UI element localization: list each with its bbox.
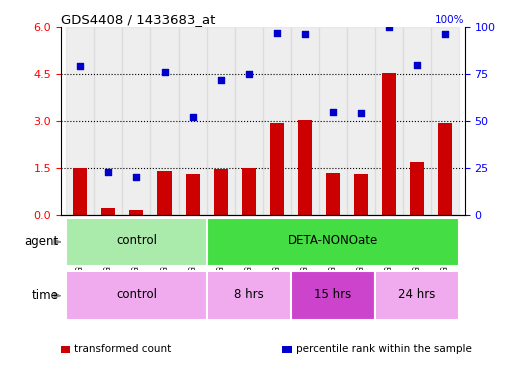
Bar <box>326 173 340 215</box>
Bar <box>101 208 116 215</box>
Text: percentile rank within the sample: percentile rank within the sample <box>296 344 472 354</box>
Bar <box>206 27 234 215</box>
Bar <box>129 210 144 215</box>
Point <box>76 63 84 70</box>
Text: control: control <box>116 288 157 301</box>
Bar <box>122 27 150 215</box>
Point <box>356 110 365 116</box>
Point <box>300 31 309 38</box>
Text: 8 hrs: 8 hrs <box>234 288 263 301</box>
Bar <box>67 218 206 266</box>
Bar <box>214 169 228 215</box>
Text: time: time <box>31 289 58 302</box>
Bar <box>382 73 396 215</box>
Point <box>413 61 421 68</box>
Bar <box>291 271 375 320</box>
Point <box>132 174 140 180</box>
Point <box>244 71 253 77</box>
Bar <box>410 162 424 215</box>
Point <box>104 169 112 175</box>
Bar <box>67 271 206 320</box>
Bar <box>157 171 172 215</box>
Text: agent: agent <box>24 235 58 248</box>
Bar <box>347 27 375 215</box>
Point <box>216 76 225 83</box>
Bar <box>242 168 256 215</box>
Bar <box>206 218 459 266</box>
Bar <box>150 27 178 215</box>
Bar <box>403 27 431 215</box>
Text: 100%: 100% <box>435 15 465 25</box>
Bar <box>178 27 206 215</box>
Bar <box>291 27 319 215</box>
Text: transformed count: transformed count <box>74 344 172 354</box>
Bar <box>375 271 459 320</box>
Bar <box>185 174 200 215</box>
Point <box>161 69 169 75</box>
Text: control: control <box>116 234 157 247</box>
Bar <box>438 123 452 215</box>
Text: DETA-NONOate: DETA-NONOate <box>288 234 378 247</box>
Point <box>272 30 281 36</box>
Text: GDS4408 / 1433683_at: GDS4408 / 1433683_at <box>61 13 215 26</box>
Bar <box>431 27 459 215</box>
Text: 15 hrs: 15 hrs <box>314 288 352 301</box>
Point <box>328 109 337 115</box>
Bar <box>234 27 263 215</box>
Point <box>385 24 393 30</box>
Bar <box>354 174 368 215</box>
Bar <box>270 122 284 215</box>
Point <box>441 31 449 38</box>
Bar <box>375 27 403 215</box>
Text: 24 hrs: 24 hrs <box>398 288 436 301</box>
Bar <box>298 120 312 215</box>
Bar <box>319 27 347 215</box>
Bar <box>95 27 122 215</box>
Bar <box>206 271 291 320</box>
Bar <box>73 168 87 215</box>
Bar <box>262 27 291 215</box>
Bar <box>67 27 95 215</box>
Point <box>188 114 197 120</box>
